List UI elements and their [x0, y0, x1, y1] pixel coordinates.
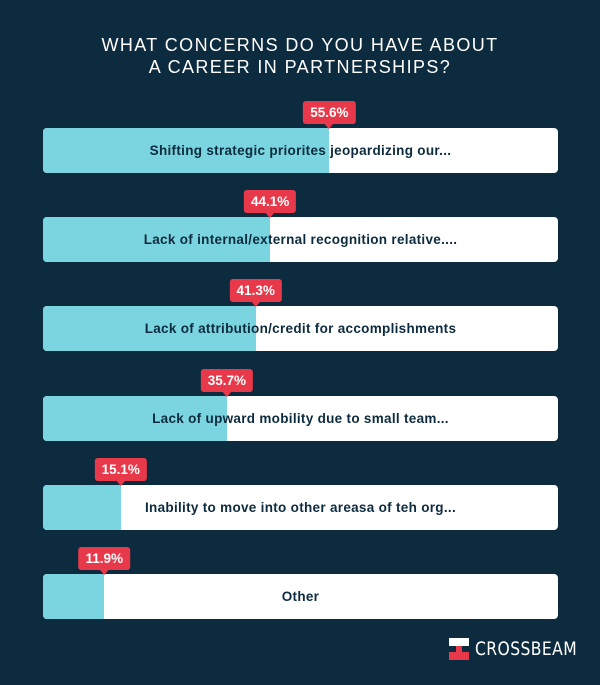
bar-row: Lack of internal/external recognition re…: [43, 190, 558, 263]
bar-fill: [43, 306, 256, 352]
bar-track: Lack of upward mobility due to small tea…: [43, 395, 558, 441]
bar-label: Shifting strategic priorites jeopardizin…: [149, 143, 452, 158]
value-badge: 11.9%: [78, 547, 131, 575]
chart-title-line-1: WHAT CONCERNS DO YOU HAVE ABOUT: [101, 35, 499, 55]
bar-fill: [43, 574, 105, 619]
bar-label: Other: [281, 589, 320, 604]
chart-title-line-2: A CAREER IN PARTNERSHIPS?: [148, 57, 452, 77]
bar-row: Lack of upward mobility due to small tea…: [43, 368, 558, 441]
bar-fill: [43, 217, 271, 263]
brand-name: CROSSBEAM: [475, 638, 578, 660]
value-badge: 55.6%: [303, 101, 356, 129]
bar-row: Lack of attribution/credit for accomplis…: [43, 279, 558, 352]
crossbeam-logo-icon: [449, 638, 469, 660]
bar-label: Lack of attribution/credit for accomplis…: [144, 321, 457, 337]
bar-row: Inability to move into other areasa of t…: [43, 457, 558, 530]
value-badge: 15.1%: [94, 457, 147, 486]
bar-label: Inability to move into other areasa of t…: [145, 499, 456, 515]
bar-track: Shifting strategic priorites jeopardizin…: [43, 128, 558, 173]
bar-fill: [43, 128, 330, 173]
bar-fill: [43, 395, 227, 441]
bar-track: Lack of internal/external recognition re…: [43, 217, 558, 263]
bar-track: Lack of attribution/credit for accomplis…: [43, 306, 558, 352]
value-badge: 41.3%: [229, 279, 282, 308]
bar-label: Lack of internal/external recognition re…: [143, 232, 458, 248]
bar-row: Shifting strategic priorites jeopardizin…: [43, 101, 558, 173]
bar-track: Other: [43, 574, 558, 619]
chart-title: WHAT CONCERNS DO YOU HAVE ABOUT A CAREER…: [0, 34, 600, 78]
value-badge: 35.7%: [200, 368, 253, 397]
bar-label: Lack of upward mobility due to small tea…: [152, 410, 449, 426]
bar-track: Inability to move into other areasa of t…: [43, 484, 558, 530]
bar-row: Other 11.9%: [43, 547, 558, 619]
brand-logo: CROSSBEAM: [449, 636, 599, 662]
bar-list: Shifting strategic priorites jeopardizin…: [43, 0, 558, 685]
bar-fill: [43, 484, 121, 530]
value-badge: 44.1%: [243, 190, 297, 219]
